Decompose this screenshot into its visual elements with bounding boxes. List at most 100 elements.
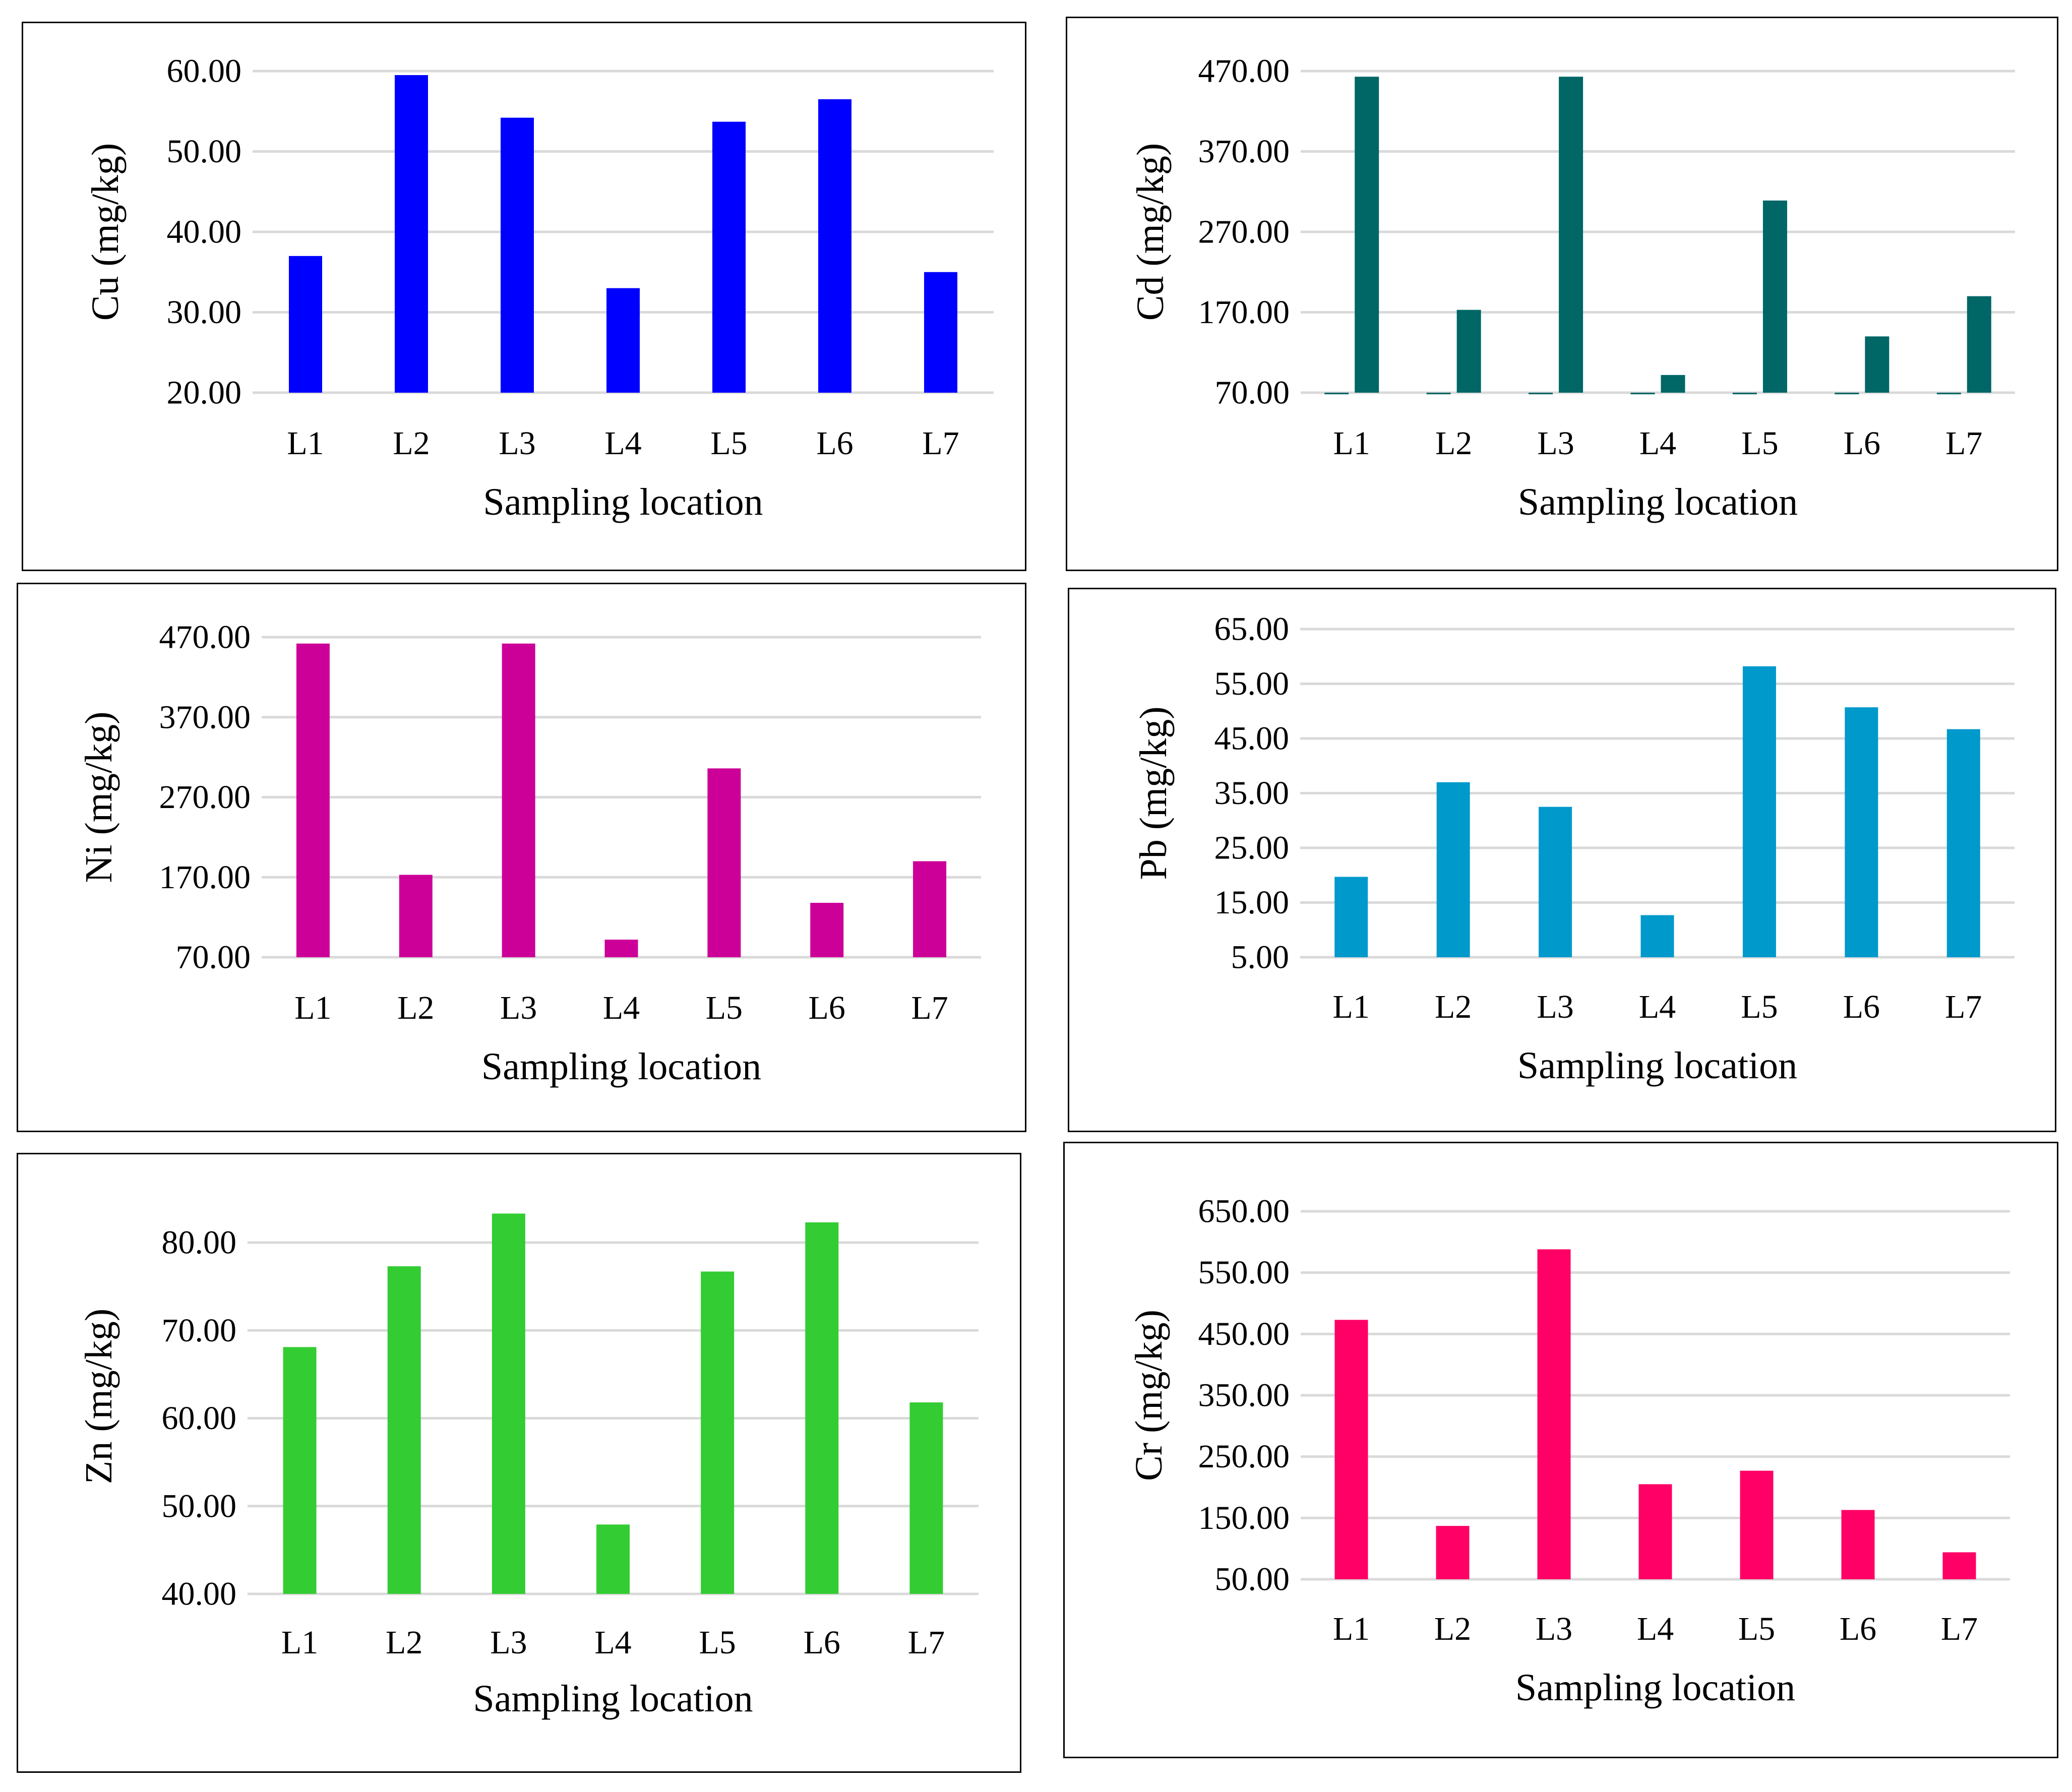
x-tick-label-l1: L1 — [1333, 988, 1370, 1025]
bar-l1 — [296, 643, 330, 957]
x-axis-title: Sampling location — [473, 1678, 753, 1720]
y-tick-label: 35.00 — [1214, 775, 1290, 812]
y-tick-label: 70.00 — [176, 939, 251, 976]
bar-l5 — [712, 121, 746, 393]
y-tick-label: 40.00 — [167, 214, 242, 251]
bar-l5 — [1740, 1470, 1774, 1579]
bar-l3 — [1539, 807, 1572, 957]
cr-chart-panel: 50.00 150.00 250.00 350.00 450.00 550.00 650.0… — [1063, 1142, 2058, 1758]
bar-l5 — [1742, 666, 1776, 957]
x-tick-label-l3: L3 — [1537, 988, 1573, 1025]
bar-l1 — [1334, 877, 1368, 957]
bar-l4 — [606, 288, 640, 393]
bar-l4-s1 — [1630, 393, 1655, 395]
bar-l2 — [395, 75, 428, 393]
zn-chart-panel: 40.00 50.00 60.00 70.00 80.00 L1 L2 L3 L4 L5 L6 L7 S… — [17, 1153, 1021, 1773]
ni-chart-panel: 70.00 170.00 270.00 370.00 470.00 L1 L2 L3 L4 L5 L… — [17, 583, 1026, 1132]
x-tick-label-l3: L3 — [500, 990, 537, 1026]
x-tick-label-l5: L5 — [1741, 425, 1778, 462]
y-axis-title: Ni (mg/kg) — [78, 712, 120, 883]
bar-l5-s1 — [1732, 393, 1757, 395]
bar-l4 — [596, 1524, 630, 1594]
bar-l3 — [492, 1213, 525, 1594]
bar-l1-s2 — [1355, 77, 1379, 393]
x-tick-label-l7: L7 — [908, 1624, 945, 1661]
x-tick-label-l3: L3 — [499, 425, 535, 462]
x-tick-label-l4: L4 — [594, 1624, 631, 1661]
x-axis-title: Sampling location — [1518, 481, 1798, 523]
x-tick-label-l5: L5 — [710, 425, 747, 462]
pb-chart: 5.00 15.00 25.00 35.00 45.00 55.00 65.00 L1 L2 L3… — [1132, 611, 2015, 1087]
ni-chart: 70.00 170.00 270.00 370.00 470.00 L1 L2 L3 L4 L5 L… — [78, 619, 981, 1088]
x-tick-label-l6: L6 — [816, 425, 853, 462]
bar-l7 — [909, 1402, 943, 1594]
x-tick-label-l4: L4 — [1639, 988, 1676, 1025]
y-tick-label: 170.00 — [159, 859, 251, 896]
x-axis-title: Sampling location — [1517, 1044, 1797, 1087]
zn-chart: 40.00 50.00 60.00 70.00 80.00 L1 L2 L3 L4 L5 L6 L7 S… — [78, 1213, 979, 1720]
bar-l6-s2 — [1865, 336, 1890, 393]
bar-l4 — [1638, 1484, 1672, 1579]
y-axis-title: Pb (mg/kg) — [1132, 706, 1175, 880]
x-tick-label-l1: L1 — [1333, 1611, 1370, 1647]
x-tick-label-l4: L4 — [603, 990, 640, 1026]
y-tick-label: 70.00 — [162, 1312, 237, 1349]
bar-l5 — [701, 1271, 735, 1594]
bar-l7-s1 — [1936, 393, 1961, 395]
y-tick-label: 50.00 — [1215, 1561, 1290, 1598]
pb-chart-panel: 5.00 15.00 25.00 35.00 45.00 55.00 65.00 L1 L2 L3… — [1068, 588, 2056, 1132]
x-tick-label-l6: L6 — [1843, 988, 1880, 1025]
y-tick-label: 50.00 — [167, 133, 242, 170]
y-tick-label: 60.00 — [162, 1400, 237, 1437]
y-tick-label: 15.00 — [1214, 884, 1290, 921]
y-tick-label: 550.00 — [1198, 1254, 1290, 1291]
x-tick-label-l2: L2 — [1435, 988, 1472, 1025]
x-tick-label-l5: L5 — [699, 1624, 736, 1661]
cu-chart-panel: 20.00 30.00 40.00 50.00 60.00 L1 L2 L3 L4 L5 L6 L7 S… — [22, 22, 1026, 571]
y-tick-label: 80.00 — [162, 1224, 237, 1261]
x-tick-label-l7: L7 — [922, 425, 959, 462]
bar-l6 — [810, 903, 844, 957]
y-tick-label: 5.00 — [1231, 939, 1290, 976]
x-tick-label-l2: L2 — [397, 990, 434, 1026]
x-tick-label-l3: L3 — [1537, 425, 1574, 462]
x-tick-label-l7: L7 — [911, 990, 948, 1026]
bar-l6-s1 — [1835, 393, 1859, 395]
y-tick-label: 150.00 — [1198, 1500, 1290, 1536]
x-axis-title: Sampling location — [483, 481, 763, 523]
x-tick-label-l2: L2 — [1434, 1611, 1471, 1647]
y-tick-label: 250.00 — [1198, 1438, 1290, 1475]
x-tick-label-l7: L7 — [1945, 425, 1982, 462]
x-tick-label-l4: L4 — [1639, 425, 1676, 462]
x-tick-label-l5: L5 — [1741, 988, 1778, 1025]
y-tick-label: 25.00 — [1214, 830, 1290, 867]
bar-l6 — [1845, 707, 1878, 957]
bar-l3 — [1537, 1249, 1571, 1579]
y-tick-label: 20.00 — [167, 375, 242, 411]
bar-l7 — [913, 861, 947, 957]
bar-l7 — [924, 272, 957, 393]
bar-l1-s1 — [1324, 393, 1349, 395]
y-tick-label: 55.00 — [1214, 665, 1290, 702]
bar-l3 — [502, 643, 535, 957]
y-tick-label: 270.00 — [159, 779, 251, 816]
y-tick-label: 350.00 — [1198, 1377, 1290, 1414]
x-tick-label-l5: L5 — [706, 990, 743, 1026]
bar-l5 — [707, 768, 741, 957]
x-tick-label-l5: L5 — [1738, 1611, 1775, 1647]
bar-l7 — [1946, 729, 1980, 957]
y-tick-label: 270.00 — [1198, 214, 1290, 251]
x-tick-label-l7: L7 — [1945, 988, 1982, 1025]
y-tick-label: 170.00 — [1198, 294, 1290, 331]
y-tick-label: 470.00 — [1198, 53, 1290, 90]
x-tick-label-l1: L1 — [1333, 425, 1370, 462]
bar-l2 — [399, 875, 433, 957]
y-tick-label: 70.00 — [1215, 375, 1290, 411]
bar-l7-s2 — [1967, 296, 1991, 393]
bar-l2-s2 — [1456, 310, 1481, 393]
y-axis-title: Cu (mg/kg) — [84, 143, 127, 321]
bar-l6 — [1841, 1510, 1875, 1579]
cd-chart: 70.00 170.00 270.00 370.00 470.00 L1 L2 L3 L4 L5 L… — [1129, 53, 2015, 523]
x-tick-label-l2: L2 — [1435, 425, 1472, 462]
bar-l4-s2 — [1661, 375, 1685, 393]
